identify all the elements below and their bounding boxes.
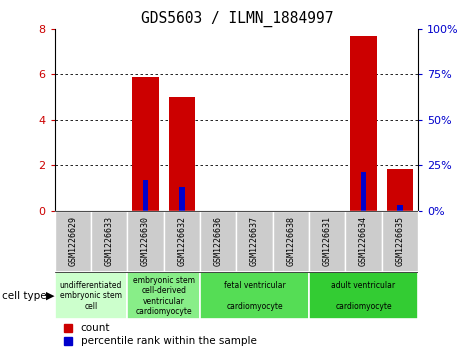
Bar [361, 172, 366, 211]
Bar [351, 36, 377, 211]
Bar [345, 211, 381, 272]
Legend: count, percentile rank within the sample: count, percentile rank within the sample [60, 319, 261, 351]
Bar [381, 211, 418, 272]
Text: GSM1226629: GSM1226629 [68, 216, 77, 266]
Bar [387, 168, 413, 211]
Text: adult ventricular

cardiomyocyte: adult ventricular cardiomyocyte [332, 281, 396, 311]
Text: GSM1226631: GSM1226631 [323, 216, 332, 266]
Text: GSM1226635: GSM1226635 [395, 216, 404, 266]
Bar [309, 272, 418, 319]
Bar [127, 272, 200, 319]
Bar [55, 272, 127, 319]
Text: embryonic stem
cell-derived
ventricular
cardiomyocyte: embryonic stem cell-derived ventricular … [133, 276, 195, 316]
Text: ▶: ▶ [46, 291, 54, 301]
Bar [169, 97, 195, 211]
Text: GSM1226632: GSM1226632 [177, 216, 186, 266]
Text: GSM1226630: GSM1226630 [141, 216, 150, 266]
Bar [133, 77, 159, 211]
Bar [237, 211, 273, 272]
Text: undifferentiated
embryonic stem
cell: undifferentiated embryonic stem cell [60, 281, 122, 311]
Text: GSM1226633: GSM1226633 [104, 216, 114, 266]
Bar [127, 211, 163, 272]
Text: fetal ventricular

cardiomyocyte: fetal ventricular cardiomyocyte [224, 281, 285, 311]
Bar [91, 211, 127, 272]
Bar [200, 272, 309, 319]
Bar [397, 205, 403, 211]
Bar [200, 211, 237, 272]
Text: GDS5603 / ILMN_1884997: GDS5603 / ILMN_1884997 [141, 11, 334, 27]
Bar [163, 211, 200, 272]
Bar [55, 211, 91, 272]
Text: GSM1226634: GSM1226634 [359, 216, 368, 266]
Bar [142, 180, 148, 211]
Bar [309, 211, 345, 272]
Bar [273, 211, 309, 272]
Text: GSM1226637: GSM1226637 [250, 216, 259, 266]
Text: GSM1226638: GSM1226638 [286, 216, 295, 266]
Text: cell type: cell type [2, 291, 47, 301]
Bar [179, 187, 185, 211]
Text: GSM1226636: GSM1226636 [214, 216, 223, 266]
